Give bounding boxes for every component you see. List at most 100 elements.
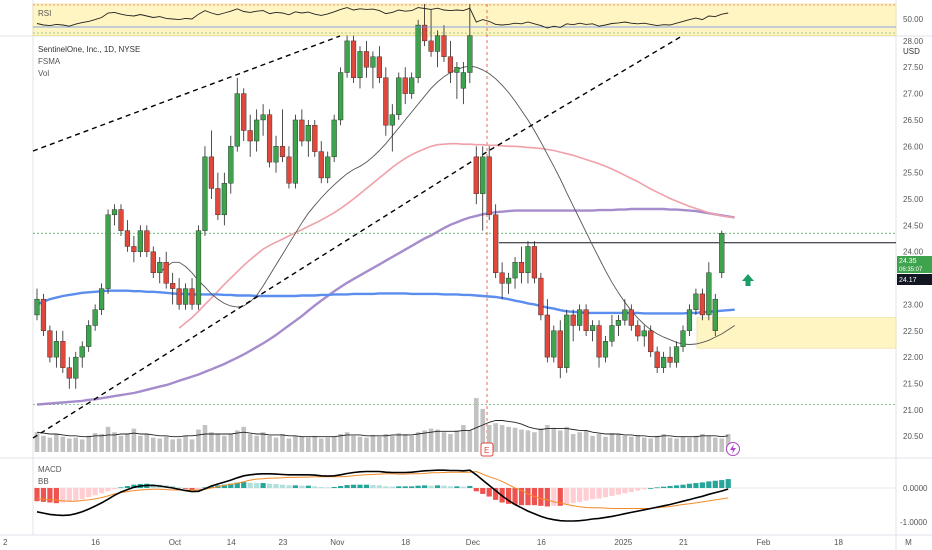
candle-body xyxy=(325,156,331,179)
lightning-icon[interactable] xyxy=(726,442,740,456)
volume-bar xyxy=(222,435,227,452)
lower-trendline-left[interactable] xyxy=(32,149,491,439)
macd-histogram-bar xyxy=(195,488,202,490)
candle xyxy=(680,325,686,352)
time-tick-label: 2025 xyxy=(614,538,632,547)
volume-bar xyxy=(570,434,576,452)
candle xyxy=(363,40,370,78)
candle xyxy=(47,325,53,363)
macd-histogram-bar xyxy=(706,481,712,488)
lower-trendline-right[interactable] xyxy=(489,35,683,151)
macd-histogram-bar xyxy=(699,482,705,488)
candle xyxy=(325,151,331,184)
resistance-zone xyxy=(32,3,897,36)
macd-histogram-bar xyxy=(221,484,227,488)
candle xyxy=(719,230,725,279)
candle-body xyxy=(137,230,143,252)
upper-trendline[interactable] xyxy=(32,35,341,152)
candle-body xyxy=(635,325,641,337)
candle-body xyxy=(47,330,53,358)
price-tick-label: 24.50 xyxy=(903,221,924,230)
candle xyxy=(609,314,615,347)
candle xyxy=(686,304,693,337)
volume-bar xyxy=(590,435,595,452)
candle-body xyxy=(525,246,531,273)
up-arrow-icon[interactable] xyxy=(742,274,754,286)
time-tick-label: 16 xyxy=(91,538,100,547)
macd-histogram-bar xyxy=(673,485,680,488)
volume-bar xyxy=(170,439,175,452)
macd-histogram-bar xyxy=(409,486,415,488)
candle-body xyxy=(661,356,667,368)
volume-bar xyxy=(176,438,182,452)
macd-histogram-bar xyxy=(124,486,131,488)
candle-body xyxy=(602,341,609,358)
candle xyxy=(79,341,85,368)
candle xyxy=(699,288,705,321)
volume-bar xyxy=(163,436,169,452)
macd-histogram-bar xyxy=(557,488,563,506)
earnings-marker[interactable]: E xyxy=(480,442,494,457)
candle-body xyxy=(518,262,525,273)
macd-histogram-bar xyxy=(570,488,576,504)
price-tick-label: 26.00 xyxy=(903,142,924,151)
currency-label[interactable]: USD xyxy=(903,47,920,56)
macd-histogram-bar xyxy=(60,488,66,503)
price-tick-label: 27.50 xyxy=(903,63,924,72)
indicator-fsma-label[interactable]: FSMA xyxy=(38,57,61,66)
volume-bar xyxy=(183,435,188,452)
price-tick-label: 28.00 xyxy=(903,37,924,46)
candle-body xyxy=(60,341,66,368)
candle xyxy=(667,346,673,368)
level-price-value: 24.17 xyxy=(899,277,917,284)
volume-bar xyxy=(241,426,247,452)
reference-lines-layer xyxy=(33,4,896,456)
candle xyxy=(53,330,59,368)
candle xyxy=(596,320,602,368)
candle-body xyxy=(34,298,40,316)
symbol-title[interactable]: SentinelOne, Inc., 1D, NYSE xyxy=(38,45,140,54)
candle-body xyxy=(286,156,292,184)
candle-body xyxy=(434,35,441,52)
time-tick-label: 14 xyxy=(227,538,236,547)
macd-histogram-bar xyxy=(454,486,460,488)
candle xyxy=(441,25,447,62)
bb-label: BB xyxy=(38,477,49,486)
macd-histogram-bar xyxy=(325,487,331,489)
candle-body xyxy=(551,330,557,358)
trendlines-layer[interactable] xyxy=(32,35,683,439)
candle-body xyxy=(241,93,247,131)
macd-histogram-bar xyxy=(118,487,124,489)
volume-bar xyxy=(493,423,498,452)
candle xyxy=(551,325,557,363)
candle xyxy=(111,204,118,226)
candle-body xyxy=(609,325,615,342)
candle-body xyxy=(557,330,563,368)
volume-bar xyxy=(99,434,104,452)
volume-bar xyxy=(700,434,705,452)
indicator-vol-label[interactable]: Vol xyxy=(38,69,49,78)
candle-body xyxy=(577,309,583,326)
volume-bar xyxy=(54,434,59,452)
macd-histogram-bar xyxy=(111,488,118,490)
volume-bar xyxy=(228,434,234,452)
volume-bar xyxy=(402,434,408,452)
price-tick-label: 23.00 xyxy=(903,300,924,309)
time-axis[interactable]: 16 Oct 14 23 Nov 18 Dec 16 2025 21 Feb 18 M xyxy=(91,538,912,547)
macd-tick-zero: 0.0000 xyxy=(903,484,928,493)
volume-bar xyxy=(583,430,589,452)
macd-histogram-bar xyxy=(486,488,492,497)
volume-bar xyxy=(196,429,201,452)
volume-bar xyxy=(674,438,679,452)
last-price-value: 24.35 xyxy=(899,258,917,265)
candle-body xyxy=(428,40,434,52)
volume-bar xyxy=(215,434,221,452)
candle xyxy=(40,293,47,337)
time-tick-label: M xyxy=(905,538,912,547)
candle xyxy=(357,46,363,89)
candle xyxy=(34,288,40,321)
rsi-line xyxy=(36,7,729,29)
volume-bar xyxy=(247,434,253,452)
volume-bar xyxy=(422,430,427,452)
